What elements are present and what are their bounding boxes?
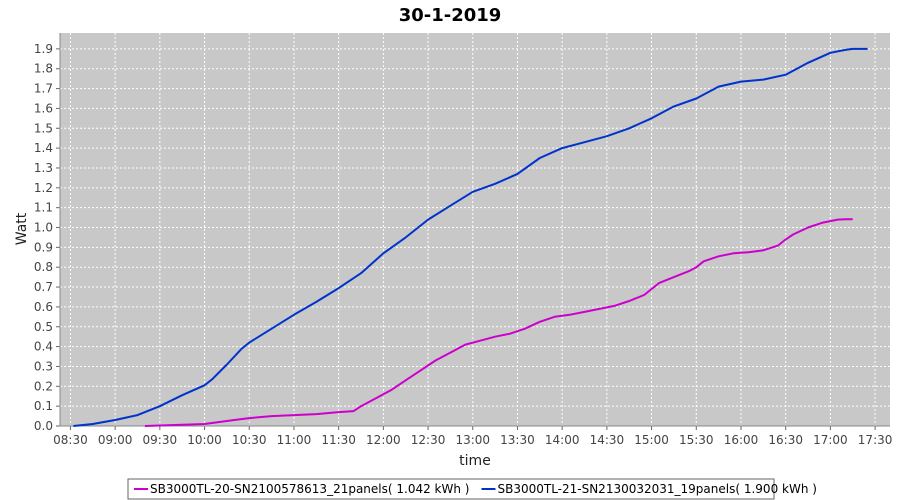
y-axis-title: Watt <box>14 212 30 245</box>
legend-label-1: SB3000TL-20-SN2100578613_21panels( 1.042… <box>150 482 469 496</box>
legend: SB3000TL-20-SN2100578613_21panels( 1.042… <box>127 478 817 500</box>
y-tick-label: 0.2 <box>34 379 53 393</box>
x-tick-label: 13:30 <box>500 433 535 447</box>
x-axis-title: time <box>459 453 491 469</box>
y-tick-label: 0.4 <box>34 340 53 354</box>
x-tick-label: 08:30 <box>53 433 88 447</box>
y-tick-label: 0.1 <box>34 399 53 413</box>
series-line-1 <box>144 218 853 427</box>
x-tick-label: 10:00 <box>187 433 222 447</box>
x-tick-label: 14:30 <box>590 433 625 447</box>
y-tick-label: 1.0 <box>34 221 53 235</box>
x-tick-label: 11:30 <box>321 433 356 447</box>
x-tick-label: 12:00 <box>366 433 401 447</box>
x-tick-label: 15:30 <box>679 433 714 447</box>
y-tick-label: 1.5 <box>34 121 53 135</box>
y-tick-label: 0.0 <box>34 419 53 433</box>
y-tick-label: 0.5 <box>34 320 53 334</box>
y-tick-label: 0.8 <box>34 260 53 274</box>
x-tick-label: 14:00 <box>545 433 580 447</box>
y-tick-label: 1.1 <box>34 201 53 215</box>
chart-title: 30-1-2019 <box>399 5 502 26</box>
series-layer <box>73 47 868 427</box>
series-line-2 <box>73 47 868 427</box>
x-tick-label: 12:30 <box>411 433 446 447</box>
y-tick-label: 0.6 <box>34 300 53 314</box>
y-tick-label: 1.6 <box>34 101 53 115</box>
legend-box <box>127 478 775 500</box>
x-tick-label: 13:00 <box>455 433 490 447</box>
grid-lines <box>60 33 890 427</box>
x-tick-label: 09:00 <box>98 433 133 447</box>
x-tick-label: 10:30 <box>232 433 267 447</box>
y-tick-label: 0.3 <box>34 359 53 373</box>
y-tick-label: 0.7 <box>34 280 53 294</box>
legend-label-2: SB3000TL-21-SN2130032031_19panels( 1.900… <box>497 482 816 496</box>
x-tick-label: 16:30 <box>768 433 803 447</box>
x-tick-label: 16:00 <box>724 433 759 447</box>
y-tick-label: 1.9 <box>34 42 53 56</box>
x-tick-label: 09:30 <box>143 433 178 447</box>
y-tick-label: 1.8 <box>34 62 53 76</box>
y-tick-label: 1.7 <box>34 82 53 96</box>
x-tick-label: 17:30 <box>858 433 893 447</box>
plot-background <box>60 33 890 426</box>
x-tick-label: 15:00 <box>634 433 669 447</box>
y-axis: 0.0 0.1 0.2 0.3 0.4 0.5 0.6 0.7 0.8 0.9 1.0 1.1 1.2 1… <box>34 33 61 433</box>
y-tick-label: 1.3 <box>34 161 53 175</box>
y-tick-label: 0.9 <box>34 240 53 254</box>
y-tick-label: 1.4 <box>34 141 53 155</box>
x-tick-label: 11:00 <box>277 433 312 447</box>
x-axis: 08:30 09:00 09:30 10:00 10:30 11:00 11:30 12:00… <box>53 425 893 447</box>
y-tick-label: 1.2 <box>34 181 53 195</box>
x-tick-label: 17:00 <box>813 433 848 447</box>
